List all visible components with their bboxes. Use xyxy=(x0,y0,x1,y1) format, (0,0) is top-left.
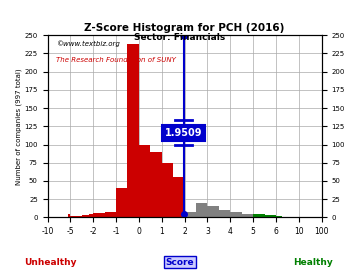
Bar xyxy=(82,215,86,217)
Bar xyxy=(207,207,219,217)
Text: Unhealthy: Unhealthy xyxy=(24,258,77,266)
Bar xyxy=(139,144,150,217)
Text: ©www.textbiz.org: ©www.textbiz.org xyxy=(56,41,120,48)
Bar xyxy=(86,215,89,217)
Text: The Research Foundation of SUNY: The Research Foundation of SUNY xyxy=(56,57,176,63)
Bar xyxy=(150,152,162,217)
Bar xyxy=(74,216,78,217)
Bar xyxy=(230,212,242,217)
Bar xyxy=(276,216,279,217)
Bar xyxy=(196,203,207,217)
Bar xyxy=(70,216,74,217)
Bar xyxy=(78,216,82,217)
Bar xyxy=(93,213,105,217)
Bar xyxy=(185,212,196,217)
Bar xyxy=(127,44,139,217)
Text: 1.9509: 1.9509 xyxy=(165,128,202,138)
Bar xyxy=(162,163,173,217)
Text: Score: Score xyxy=(166,258,194,266)
Bar xyxy=(279,216,282,217)
Bar xyxy=(105,212,116,217)
Bar xyxy=(89,214,93,217)
Bar xyxy=(265,215,276,217)
Text: Healthy: Healthy xyxy=(293,258,333,266)
Bar xyxy=(68,214,70,217)
Y-axis label: Number of companies (997 total): Number of companies (997 total) xyxy=(15,68,22,185)
Bar xyxy=(173,177,185,217)
Bar xyxy=(116,188,127,217)
Bar xyxy=(219,210,230,217)
Bar xyxy=(242,214,253,217)
Title: Z-Score Histogram for PCH (2016): Z-Score Histogram for PCH (2016) xyxy=(85,23,285,33)
Bar xyxy=(253,214,265,217)
Text: Sector: Financials: Sector: Financials xyxy=(134,33,226,42)
